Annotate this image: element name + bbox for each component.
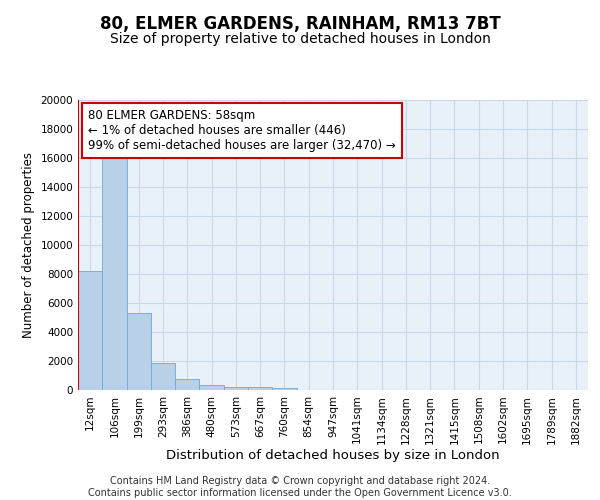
Bar [175, 379, 199, 390]
Text: 80 ELMER GARDENS: 58sqm
← 1% of detached houses are smaller (446)
99% of semi-de: 80 ELMER GARDENS: 58sqm ← 1% of detached… [88, 108, 396, 152]
Y-axis label: Number of detached properties: Number of detached properties [22, 152, 35, 338]
Bar [127, 313, 151, 390]
Text: Size of property relative to detached houses in London: Size of property relative to detached ho… [110, 32, 490, 46]
Bar [248, 387, 272, 390]
Bar [151, 363, 175, 390]
Bar [224, 387, 248, 390]
Bar [199, 386, 224, 390]
Bar [272, 388, 296, 390]
Bar [78, 271, 102, 390]
Text: Contains HM Land Registry data © Crown copyright and database right 2024.
Contai: Contains HM Land Registry data © Crown c… [88, 476, 512, 498]
X-axis label: Distribution of detached houses by size in London: Distribution of detached houses by size … [166, 449, 500, 462]
Text: 80, ELMER GARDENS, RAINHAM, RM13 7BT: 80, ELMER GARDENS, RAINHAM, RM13 7BT [100, 15, 500, 33]
Bar [102, 151, 127, 390]
